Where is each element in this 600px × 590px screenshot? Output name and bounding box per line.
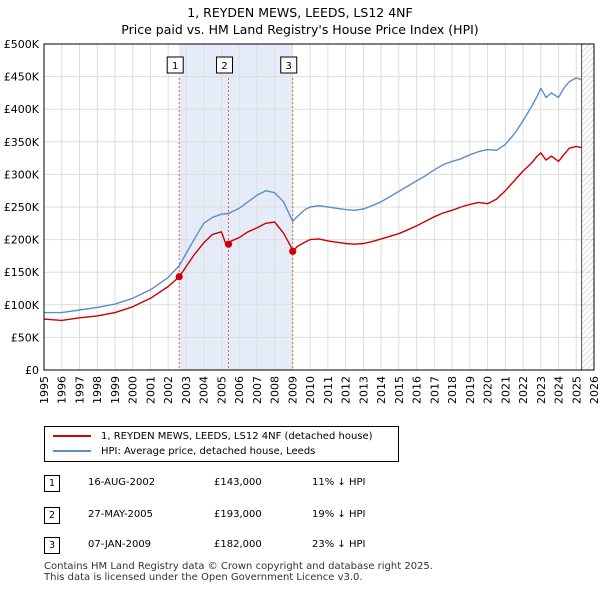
x-tick-label: 2016: [411, 376, 424, 404]
legend-label-hpi: HPI: Average price, detached house, Leed…: [101, 446, 316, 457]
x-tick-label: 2018: [446, 376, 459, 404]
legend-label-property: 1, REYDEN MEWS, LEEDS, LS12 4NF (detache…: [101, 431, 373, 442]
x-tick-label: 2021: [499, 376, 512, 404]
future-hatch: [581, 44, 594, 370]
x-tick-label: 1996: [56, 376, 69, 404]
x-tick-label: 2012: [340, 376, 353, 404]
x-tick-label: 2015: [393, 376, 406, 404]
chart-subtitle: Price paid vs. HM Land Registry's House …: [121, 22, 479, 37]
sale-box-label-3: 3: [286, 61, 292, 72]
x-tick-label: 2003: [180, 376, 193, 404]
x-tick-label: 2001: [144, 376, 157, 404]
x-tick-label: 2017: [428, 376, 441, 404]
sale-hpi-diff: 23% ↓ HPI: [312, 539, 366, 550]
x-tick-label: 2008: [269, 376, 282, 404]
sale-labels-layer: 1 2 3: [166, 56, 298, 74]
x-tick-label: 1995: [38, 376, 51, 404]
sale-price: £182,000: [214, 539, 262, 550]
x-tick-label: 2020: [482, 376, 495, 404]
sale-number-box: 1: [44, 475, 60, 492]
y-tick-label: £100K: [4, 299, 40, 312]
sale-point-1: [175, 273, 183, 281]
x-tick-label: 2023: [535, 376, 548, 404]
x-tick-label: 2004: [198, 376, 211, 404]
x-tick-label: 2014: [375, 376, 388, 404]
legend-item-hpi: HPI: Average price, detached house, Leed…: [53, 445, 315, 459]
x-tick-label: 2002: [162, 376, 175, 404]
sale-date: 27-MAY-2005: [88, 509, 154, 520]
footer-licence: This data is licensed under the Open Gov…: [44, 572, 363, 583]
sale-marker-lines: [178, 78, 294, 370]
chart-title: 1, REYDEN MEWS, LEEDS, LS12 4NF: [187, 5, 413, 20]
plot-frame: [43, 43, 595, 371]
y-tick-label: £0: [25, 364, 39, 377]
x-tick-label: 2025: [570, 376, 583, 404]
y-tick-label: £250K: [4, 201, 40, 214]
x-tick-label: 1999: [109, 376, 122, 404]
x-tick-label: 2026: [588, 376, 600, 404]
sale-row-2: 2 27-MAY-2005 £193,000 19% ↓ HPI: [44, 507, 424, 524]
future-hatch-layer: [581, 44, 594, 370]
sale-point-3: [289, 247, 297, 255]
footer: Contains HM Land Registry data © Crown c…: [44, 561, 433, 583]
legend-swatch-property: [53, 435, 91, 437]
x-tick-label: 2019: [464, 376, 477, 404]
sale-number-box: 2: [44, 507, 60, 524]
x-tick-label: 1997: [73, 376, 86, 404]
sale-point-2: [224, 240, 233, 248]
sale-price: £143,000: [214, 477, 262, 488]
x-tick-label: 2011: [322, 376, 335, 404]
y-tick-label: £500K: [4, 38, 40, 51]
sale-hpi-diff: 19% ↓ HPI: [312, 509, 366, 520]
x-tick-label: 2006: [233, 376, 246, 404]
y-tick-label: £300K: [4, 168, 40, 181]
footer-copyright: Contains HM Land Registry data © Crown c…: [44, 561, 433, 572]
x-tick-label: 2013: [357, 376, 370, 404]
x-tick-label: 2000: [127, 376, 140, 404]
axis-layer: [43, 43, 595, 371]
series-layer: [43, 77, 582, 322]
y-tick-label: £350K: [4, 136, 40, 149]
x-tick-label: 2005: [215, 376, 228, 404]
sale-row-1: 1 16-AUG-2002 £143,000 11% ↓ HPI: [44, 475, 424, 492]
sale-box-2: [216, 56, 234, 74]
sale-price: £193,000: [214, 509, 262, 520]
sale-date: 16-AUG-2002: [88, 477, 156, 488]
x-tick-label: 2024: [553, 376, 566, 404]
x-tick-label: 2010: [304, 376, 317, 404]
sale-row-3: 3 07-JAN-2009 £182,000 23% ↓ HPI: [44, 537, 424, 554]
sale-number-box: 3: [44, 537, 60, 554]
x-tick-label: 2022: [517, 376, 530, 404]
legend-swatch-hpi: [53, 450, 91, 452]
property-price-line: [43, 145, 582, 322]
sale-hpi-diff: 11% ↓ HPI: [312, 477, 366, 488]
y-tick-label: £200K: [4, 234, 40, 247]
chart-title-block: 1, REYDEN MEWS, LEEDS, LS12 4NF Price pa…: [0, 4, 600, 38]
sale-box-1: [166, 56, 184, 74]
sale-box-3: [280, 56, 298, 74]
sale-box-label-1: 1: [172, 61, 178, 72]
y-tick-label: £400K: [4, 103, 40, 116]
x-tick-label: 2007: [251, 376, 264, 404]
sale-box-label-2: 2: [221, 61, 227, 72]
x-tick-label: 1998: [91, 376, 104, 404]
legend-item-property: 1, REYDEN MEWS, LEEDS, LS12 4NF (detache…: [53, 430, 373, 444]
price-chart: £0 £50K £100K £150K £200K £250K £300K £350K £400…: [4, 38, 600, 404]
hpi-line: [44, 77, 582, 314]
sale-date: 07-JAN-2009: [88, 539, 152, 550]
x-tick-label: 2009: [286, 376, 299, 404]
y-tick-label: £450K: [4, 71, 40, 84]
legend: 1, REYDEN MEWS, LEEDS, LS12 4NF (detache…: [44, 426, 399, 462]
y-tick-label: £50K: [11, 331, 40, 344]
tick-labels-layer: £0 £50K £100K £150K £200K £250K £300K £350K £400…: [4, 38, 600, 404]
y-tick-label: £150K: [4, 266, 40, 279]
